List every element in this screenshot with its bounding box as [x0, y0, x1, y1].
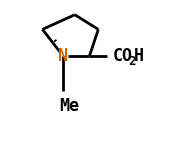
Text: H: H	[134, 47, 144, 65]
Text: 2: 2	[129, 55, 136, 68]
Text: CO: CO	[113, 47, 133, 65]
Text: N: N	[58, 47, 68, 65]
Text: Me: Me	[59, 97, 79, 115]
